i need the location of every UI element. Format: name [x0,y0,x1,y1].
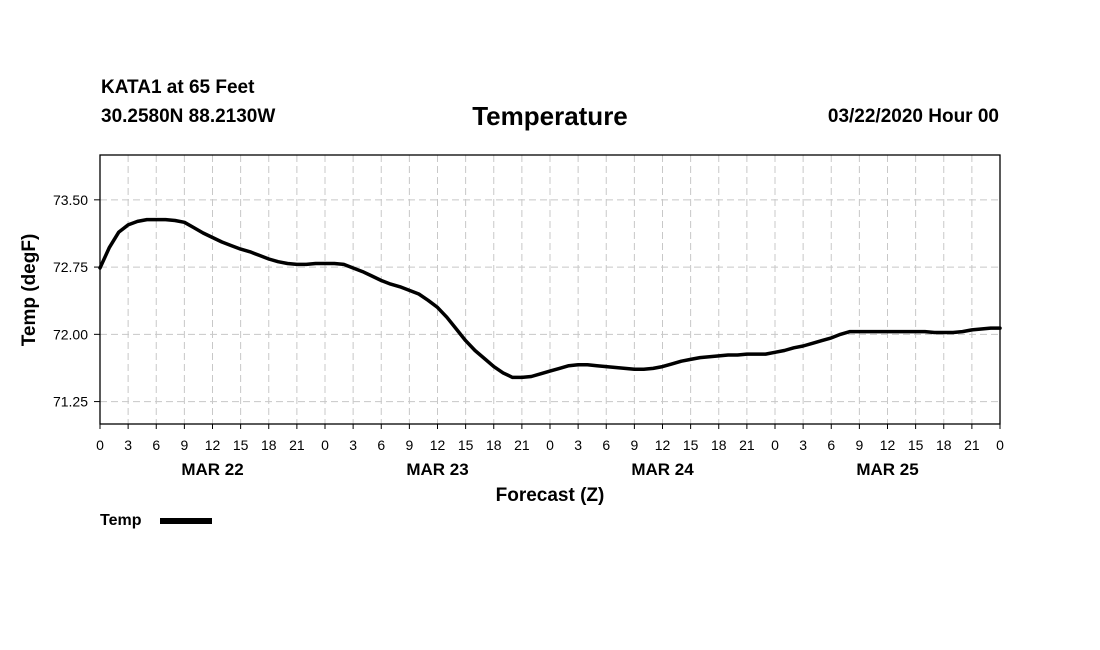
x-tick-label: 18 [936,437,952,453]
x-tick-label: 0 [96,437,104,453]
legend: Temp [100,512,212,529]
y-tick-label: 72.00 [53,326,88,342]
y-axis-ticks: 71.25 72.00 72.75 73.50 [53,192,100,410]
x-tick-label: 15 [683,437,699,453]
station-label: KATA1 at 65 Feet [101,77,255,98]
x-tick-label: 15 [908,437,924,453]
x-tick-label: 12 [655,437,671,453]
x-tick-label: 12 [205,437,221,453]
x-tick-label: 3 [349,437,357,453]
x-tick-label: 6 [152,437,160,453]
x-axis-label: Forecast (Z) [496,485,605,506]
legend-label: Temp [100,512,142,529]
x-axis-ticks: 0 3 6 9 12 15 18 21 0 3 6 9 12 15 18 21 0 3 6 9 12 15 18 21 0 3 6 9… [96,424,1004,453]
temp-series-line [98,217,1002,380]
station-coordinates: 30.2580N 88.2130W [101,106,276,127]
day-label: MAR 22 [181,460,243,479]
x-tick-label: 3 [124,437,132,453]
x-tick-label: 0 [546,437,554,453]
x-tick-label: 0 [771,437,779,453]
x-tick-label: 0 [996,437,1004,453]
x-tick-label: 12 [880,437,896,453]
x-tick-label: 6 [377,437,385,453]
series-layer [98,217,1002,380]
x-tick-label: 9 [405,437,413,453]
day-label: MAR 25 [856,460,918,479]
y-axis-label: Temp (degF) [19,234,40,347]
x-tick-label: 12 [430,437,446,453]
y-tick-label: 73.50 [53,192,88,208]
x-tick-label: 18 [711,437,727,453]
x-tick-label: 18 [261,437,277,453]
y-tick-label: 71.25 [53,394,88,410]
chart-title: Temperature [472,101,628,131]
grid-lines [100,155,1000,424]
day-label: MAR 23 [406,460,468,479]
day-label: MAR 24 [631,460,694,479]
x-tick-label: 21 [964,437,980,453]
valid-time-label: 03/22/2020 Hour 00 [827,106,999,127]
x-tick-label: 3 [799,437,807,453]
x-tick-label: 6 [602,437,610,453]
x-tick-label: 9 [630,437,638,453]
x-tick-label: 21 [739,437,755,453]
x-tick-label: 15 [233,437,249,453]
x-tick-label: 21 [289,437,305,453]
x-tick-label: 9 [180,437,188,453]
day-labels: MAR 22 MAR 23 MAR 24 MAR 25 [181,460,918,479]
x-tick-label: 18 [486,437,502,453]
x-tick-label: 15 [458,437,474,453]
x-tick-label: 6 [827,437,835,453]
x-tick-label: 3 [574,437,582,453]
y-tick-label: 72.75 [53,259,88,275]
x-tick-label: 0 [321,437,329,453]
x-tick-label: 21 [514,437,530,453]
x-tick-label: 9 [855,437,863,453]
